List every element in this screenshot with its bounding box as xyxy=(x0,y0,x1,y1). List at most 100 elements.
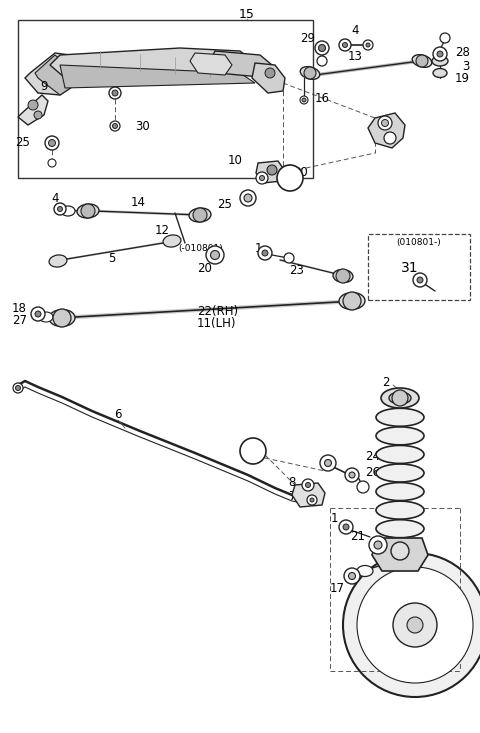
Polygon shape xyxy=(210,51,272,77)
Ellipse shape xyxy=(412,55,432,67)
Circle shape xyxy=(343,553,480,697)
Ellipse shape xyxy=(376,464,424,482)
Polygon shape xyxy=(60,65,255,88)
Text: 4: 4 xyxy=(351,23,359,37)
Text: 28: 28 xyxy=(455,45,470,59)
Circle shape xyxy=(31,307,45,321)
Circle shape xyxy=(339,520,353,534)
Circle shape xyxy=(433,47,447,61)
Ellipse shape xyxy=(376,408,424,427)
Circle shape xyxy=(391,542,409,560)
Circle shape xyxy=(382,119,388,127)
Circle shape xyxy=(374,541,382,549)
Polygon shape xyxy=(190,53,232,75)
Text: 18: 18 xyxy=(12,301,27,314)
Circle shape xyxy=(262,250,268,256)
Circle shape xyxy=(240,190,256,206)
Ellipse shape xyxy=(376,520,424,538)
Circle shape xyxy=(112,123,118,128)
Polygon shape xyxy=(372,538,428,571)
Text: 15: 15 xyxy=(239,9,255,21)
Circle shape xyxy=(45,136,59,150)
Circle shape xyxy=(256,172,268,184)
Ellipse shape xyxy=(433,68,447,78)
Circle shape xyxy=(58,207,62,212)
Circle shape xyxy=(302,479,314,491)
Circle shape xyxy=(277,165,303,191)
Ellipse shape xyxy=(432,56,448,66)
Circle shape xyxy=(265,68,275,78)
Circle shape xyxy=(110,121,120,131)
Text: 7: 7 xyxy=(288,490,296,504)
Circle shape xyxy=(392,390,408,406)
Circle shape xyxy=(324,460,332,466)
Text: 30: 30 xyxy=(293,166,308,180)
Ellipse shape xyxy=(376,501,424,519)
Circle shape xyxy=(320,455,336,471)
Circle shape xyxy=(384,132,396,144)
Text: 6: 6 xyxy=(114,408,122,421)
Circle shape xyxy=(369,536,387,554)
Text: 31: 31 xyxy=(401,261,419,275)
Text: 26: 26 xyxy=(365,465,380,479)
Ellipse shape xyxy=(376,427,424,445)
Circle shape xyxy=(300,96,308,104)
Circle shape xyxy=(284,253,294,263)
Ellipse shape xyxy=(39,312,53,322)
Polygon shape xyxy=(35,55,75,95)
Text: 20: 20 xyxy=(198,262,213,274)
Ellipse shape xyxy=(339,292,365,309)
Polygon shape xyxy=(50,48,255,81)
Circle shape xyxy=(336,269,350,283)
Circle shape xyxy=(437,51,443,57)
Text: (010801-): (010801-) xyxy=(396,238,442,248)
Text: 24: 24 xyxy=(365,449,380,463)
Ellipse shape xyxy=(49,309,75,326)
Text: (-010801): (-010801) xyxy=(178,243,223,252)
Circle shape xyxy=(112,90,118,96)
Text: 2: 2 xyxy=(383,377,390,389)
Polygon shape xyxy=(18,95,48,125)
Circle shape xyxy=(357,567,473,683)
Polygon shape xyxy=(256,161,285,183)
Circle shape xyxy=(348,572,356,580)
Text: 22(RH): 22(RH) xyxy=(197,304,238,317)
Circle shape xyxy=(48,139,56,147)
Ellipse shape xyxy=(376,482,424,501)
Circle shape xyxy=(302,98,306,102)
Text: 17: 17 xyxy=(330,581,345,594)
Text: 4: 4 xyxy=(51,191,59,205)
Text: 10: 10 xyxy=(228,155,243,168)
Circle shape xyxy=(363,40,373,50)
Circle shape xyxy=(13,383,23,393)
Ellipse shape xyxy=(376,446,424,463)
Circle shape xyxy=(343,524,349,530)
Text: 19: 19 xyxy=(455,72,470,84)
Text: 27: 27 xyxy=(12,314,27,326)
Circle shape xyxy=(357,481,369,493)
Circle shape xyxy=(413,273,427,287)
Circle shape xyxy=(206,246,224,264)
Text: 29: 29 xyxy=(300,32,315,45)
Circle shape xyxy=(310,498,314,502)
Circle shape xyxy=(307,495,317,505)
Text: 23: 23 xyxy=(289,265,304,278)
Text: 25: 25 xyxy=(15,136,30,150)
Text: 11(LH): 11(LH) xyxy=(197,317,237,330)
Circle shape xyxy=(416,55,428,67)
Circle shape xyxy=(343,292,361,310)
Circle shape xyxy=(417,277,423,283)
Circle shape xyxy=(343,43,348,48)
Circle shape xyxy=(319,45,325,51)
Circle shape xyxy=(267,165,277,175)
Ellipse shape xyxy=(77,204,99,218)
Ellipse shape xyxy=(357,565,373,576)
Polygon shape xyxy=(25,53,80,95)
Text: 21: 21 xyxy=(350,529,365,542)
Ellipse shape xyxy=(333,270,353,282)
Circle shape xyxy=(305,482,311,487)
Circle shape xyxy=(28,100,38,110)
Circle shape xyxy=(440,33,450,43)
Circle shape xyxy=(240,438,266,464)
Text: 25: 25 xyxy=(217,199,232,212)
